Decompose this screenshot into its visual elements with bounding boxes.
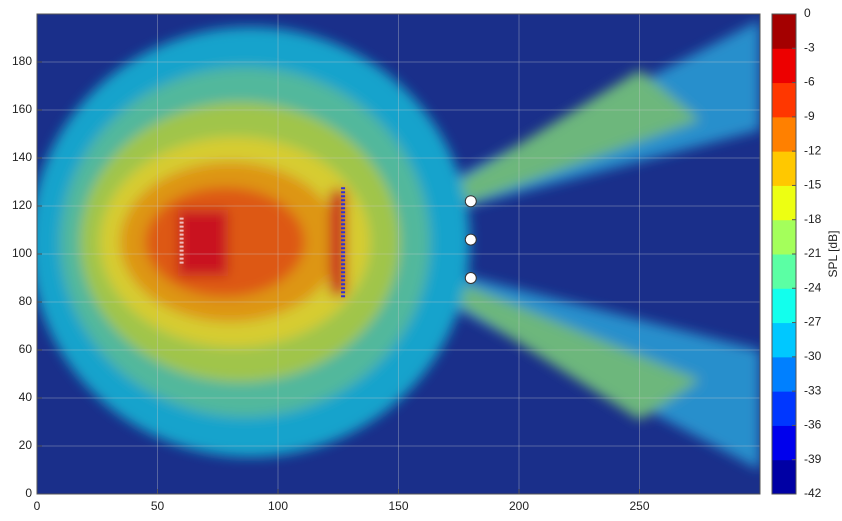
colorbar-tick-label: -27 — [804, 315, 822, 329]
colorbar-band — [772, 151, 796, 186]
colorbar-tick-label: -24 — [804, 280, 822, 294]
colorbar-band — [772, 116, 796, 152]
y-tick-label: 20 — [19, 438, 33, 452]
colorbar-tick-label: -39 — [804, 452, 822, 466]
y-tick-label: 160 — [12, 102, 32, 116]
sound-field — [37, 14, 760, 494]
colorbar-band — [772, 459, 796, 495]
colorbar-tick-label: -3 — [804, 40, 815, 54]
y-tick-label: 60 — [19, 342, 33, 356]
colorbar-band — [772, 48, 796, 84]
colorbar-band — [772, 82, 796, 118]
colorbar-tick-label: -6 — [804, 75, 815, 89]
x-tick-label: 50 — [151, 499, 165, 513]
receiver-point — [464, 195, 477, 208]
y-tick-label: 140 — [12, 150, 32, 164]
colorbar-label: SPL [dB] — [826, 231, 840, 278]
y-tick-label: 80 — [19, 294, 33, 308]
colorbar-band — [772, 356, 796, 392]
colorbar-band — [772, 14, 796, 49]
marks — [179, 186, 477, 298]
x-tick-label: 150 — [388, 499, 408, 513]
grid — [37, 14, 760, 494]
y-tick-label: 40 — [19, 390, 33, 404]
colorbar-tick-label: -33 — [804, 383, 822, 397]
colorbar-tick-label: -18 — [804, 212, 822, 226]
y-tick-label: 100 — [12, 246, 32, 260]
colorbar-tick-label: -21 — [804, 246, 822, 260]
x-tick-label: 250 — [629, 499, 649, 513]
colorbar-band — [772, 185, 796, 221]
colorbar-tick-label: -30 — [804, 349, 822, 363]
y-tick-label: 180 — [12, 54, 32, 68]
colorbar-band — [772, 288, 796, 324]
receiver-point — [464, 233, 477, 246]
x-tick-label: 0 — [34, 499, 41, 513]
colorbar-tick-label: -36 — [804, 418, 822, 432]
colorbar-band — [772, 425, 796, 461]
colorbar-tick-label: -12 — [804, 143, 822, 157]
colorbar-band — [772, 391, 796, 426]
colorbar-band — [772, 254, 796, 289]
x-tick-label: 100 — [268, 499, 288, 513]
receiver-point — [464, 272, 477, 284]
y-tick-label: 120 — [12, 198, 32, 212]
y-tick-label: 0 — [25, 486, 32, 500]
colorbar: 0 -3 -6 -9 -12 -15 -18 -21 -24 -27 -30 -33 -36 -39 -42… — [771, 6, 840, 500]
colorbar-band — [772, 322, 796, 358]
colorbar-band — [772, 219, 796, 255]
colorbar-tick-label: -15 — [804, 178, 822, 192]
colorbar-tick-label: 0 — [804, 6, 811, 20]
colorbar-tick-label: -42 — [804, 486, 822, 500]
x-tick-label: 200 — [509, 499, 529, 513]
field-contours — [37, 20, 760, 470]
colorbar-tick-label: -9 — [804, 109, 815, 123]
